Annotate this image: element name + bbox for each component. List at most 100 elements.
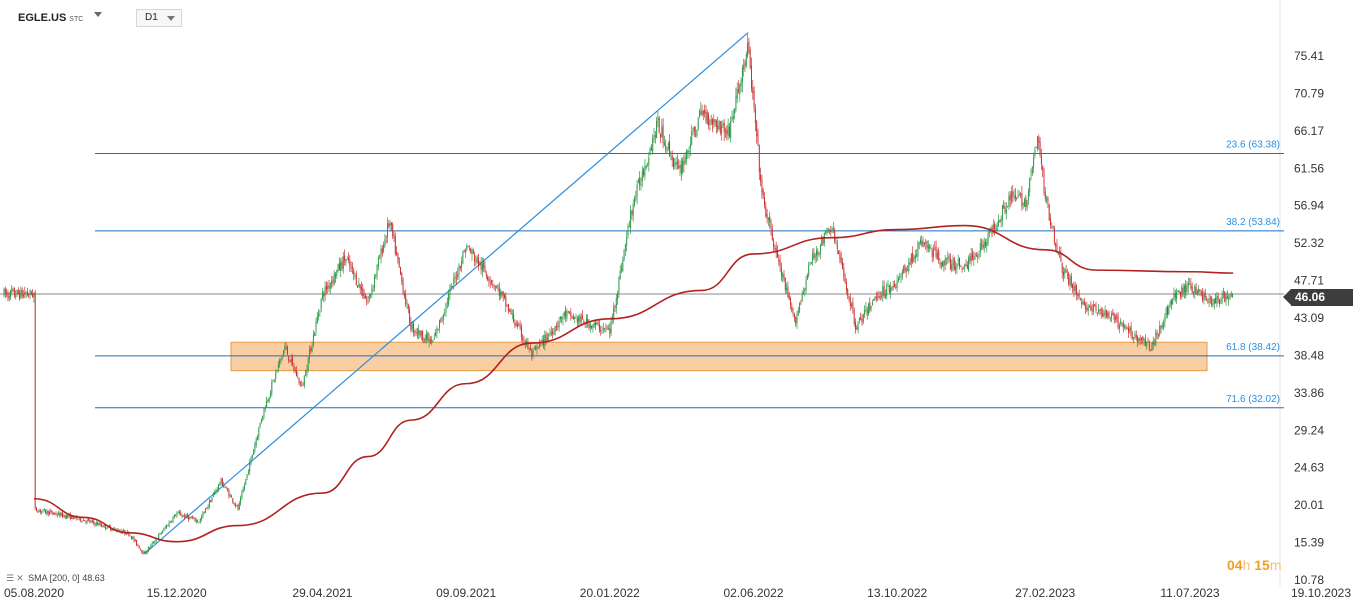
candle-body: [263, 407, 265, 416]
candle-body: [637, 180, 639, 183]
candle-body: [106, 528, 108, 530]
candle-body: [1152, 341, 1154, 345]
candle-body: [848, 295, 850, 299]
candle-body: [795, 316, 797, 324]
symbol-name[interactable]: EGLE.US STC: [18, 12, 83, 24]
candle-body: [55, 513, 57, 515]
candle-body: [981, 244, 983, 246]
candle-body: [364, 295, 366, 299]
candle-body: [1109, 319, 1111, 321]
timeframe-select[interactable]: D1: [136, 9, 182, 27]
candle-body: [210, 500, 212, 503]
candle-body: [831, 228, 833, 231]
candle-body: [1086, 307, 1088, 311]
candle-body: [836, 243, 838, 250]
x-tick-label: 15.12.2020: [147, 586, 207, 600]
candle-body: [354, 274, 356, 276]
candle-body: [95, 522, 97, 525]
candle-body: [1133, 336, 1135, 339]
candle-body: [700, 110, 702, 115]
candle-body: [1072, 283, 1074, 289]
settings-icon[interactable]: ☰: [6, 573, 15, 583]
candle-body: [39, 509, 41, 512]
candle-body: [1129, 327, 1131, 332]
symbol-dropdown-icon[interactable]: [94, 12, 102, 17]
candle-body: [767, 217, 769, 220]
candle-body: [908, 262, 910, 272]
candle-body: [233, 503, 235, 504]
y-tick-label: 61.56: [1294, 161, 1324, 175]
candle-body: [883, 286, 885, 296]
candle-body: [454, 276, 456, 279]
candle-body: [367, 300, 369, 302]
candle-body: [1161, 326, 1163, 328]
candle-body: [923, 243, 925, 245]
candle-body: [930, 248, 932, 250]
candle-body: [1108, 312, 1110, 319]
candle-body: [88, 519, 89, 521]
candle-body: [418, 329, 420, 335]
candle-body: [829, 229, 830, 231]
candle-body: [1120, 320, 1122, 324]
candle-body: [718, 120, 720, 129]
x-tick-label: 29.04.2021: [292, 586, 352, 600]
candle-body: [914, 255, 916, 259]
candle-body: [376, 264, 378, 275]
candle-body: [788, 295, 790, 300]
candle-body: [244, 484, 245, 489]
candle-body: [346, 259, 348, 261]
candle-body: [1193, 291, 1194, 294]
candle-body: [652, 138, 654, 153]
candle-body: [714, 119, 716, 123]
candle-body: [1191, 286, 1193, 293]
candle-body: [1126, 328, 1128, 330]
candle-body: [462, 251, 464, 264]
candle-body: [242, 488, 244, 493]
candle-body: [536, 346, 538, 351]
candle-body: [245, 478, 247, 485]
candle-body: [277, 364, 279, 369]
candle-body: [449, 290, 451, 296]
candle-body: [211, 497, 213, 502]
candle-body: [1099, 309, 1101, 311]
candle-body: [353, 270, 355, 275]
candle-body: [701, 110, 703, 116]
last-price-value: 46.06: [1291, 289, 1353, 306]
candle-body: [1078, 293, 1080, 298]
candle-body: [696, 129, 698, 136]
candle-body: [879, 295, 881, 298]
candle-body: [699, 111, 700, 117]
candle-body: [102, 526, 104, 528]
candle-body: [375, 274, 377, 277]
candle-body: [948, 255, 950, 258]
candle-body: [49, 511, 50, 516]
candle-body: [756, 121, 758, 137]
candle-body: [749, 49, 751, 68]
candle-body: [149, 547, 151, 549]
x-tick-label: 05.08.2020: [4, 586, 64, 600]
candle-body: [671, 155, 673, 161]
candle-body: [827, 227, 829, 232]
candle-body: [721, 125, 723, 135]
candle-body: [436, 328, 438, 334]
candle-body: [452, 286, 453, 288]
candle-body: [1164, 316, 1166, 323]
candle-body: [319, 310, 321, 312]
candle-body: [532, 350, 534, 356]
candle-body: [783, 274, 785, 280]
candle-body: [901, 271, 903, 277]
candle-body: [64, 515, 66, 518]
candle-body: [484, 266, 486, 273]
candle-body: [60, 513, 62, 516]
candle-body: [736, 88, 738, 99]
candle-body: [722, 123, 724, 126]
candle-body: [1198, 288, 1200, 293]
candle-body: [115, 528, 117, 530]
candle-body: [58, 512, 60, 515]
candle-body: [93, 520, 95, 523]
candle-body: [1008, 196, 1010, 207]
candles: [3, 34, 1233, 556]
remove-icon[interactable]: ✕: [16, 573, 24, 583]
candle-body: [844, 276, 846, 283]
